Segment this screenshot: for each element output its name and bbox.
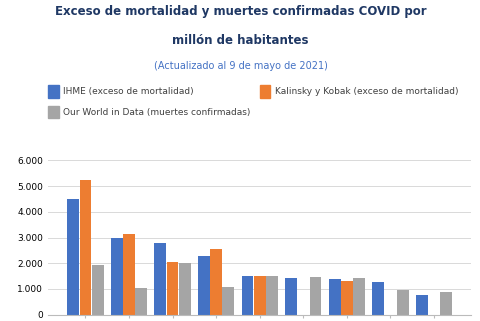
Text: (Actualizado al 9 de mayo de 2021): (Actualizado al 9 de mayo de 2021) [153, 61, 327, 71]
Text: Kalinsky y Kobak (exceso de mortalidad): Kalinsky y Kobak (exceso de mortalidad) [275, 87, 457, 96]
Bar [67, 199, 79, 315]
Bar [198, 256, 209, 315]
Bar [372, 282, 384, 315]
Bar [154, 243, 166, 315]
Bar [135, 288, 147, 315]
Bar [92, 265, 103, 315]
Bar [415, 295, 427, 315]
Bar [241, 275, 253, 315]
Text: Exceso de mortalidad y muertes confirmadas COVID por: Exceso de mortalidad y muertes confirmad… [55, 5, 425, 18]
Bar [340, 282, 352, 315]
Bar [285, 278, 296, 315]
Bar [396, 290, 408, 315]
Bar [352, 278, 364, 315]
Bar [79, 180, 91, 315]
Text: Our World in Data (muertes confirmadas): Our World in Data (muertes confirmadas) [63, 108, 251, 117]
Bar [265, 275, 277, 315]
Bar [253, 275, 265, 315]
Bar [167, 262, 178, 315]
Bar [440, 292, 451, 315]
Text: IHME (exceso de mortalidad): IHME (exceso de mortalidad) [63, 87, 194, 96]
Text: millón de habitantes: millón de habitantes [172, 34, 308, 47]
Bar [222, 287, 234, 315]
Bar [179, 263, 190, 315]
Bar [309, 277, 321, 315]
Bar [123, 234, 134, 315]
Bar [111, 238, 122, 315]
Bar [328, 279, 340, 315]
Bar [210, 248, 222, 315]
